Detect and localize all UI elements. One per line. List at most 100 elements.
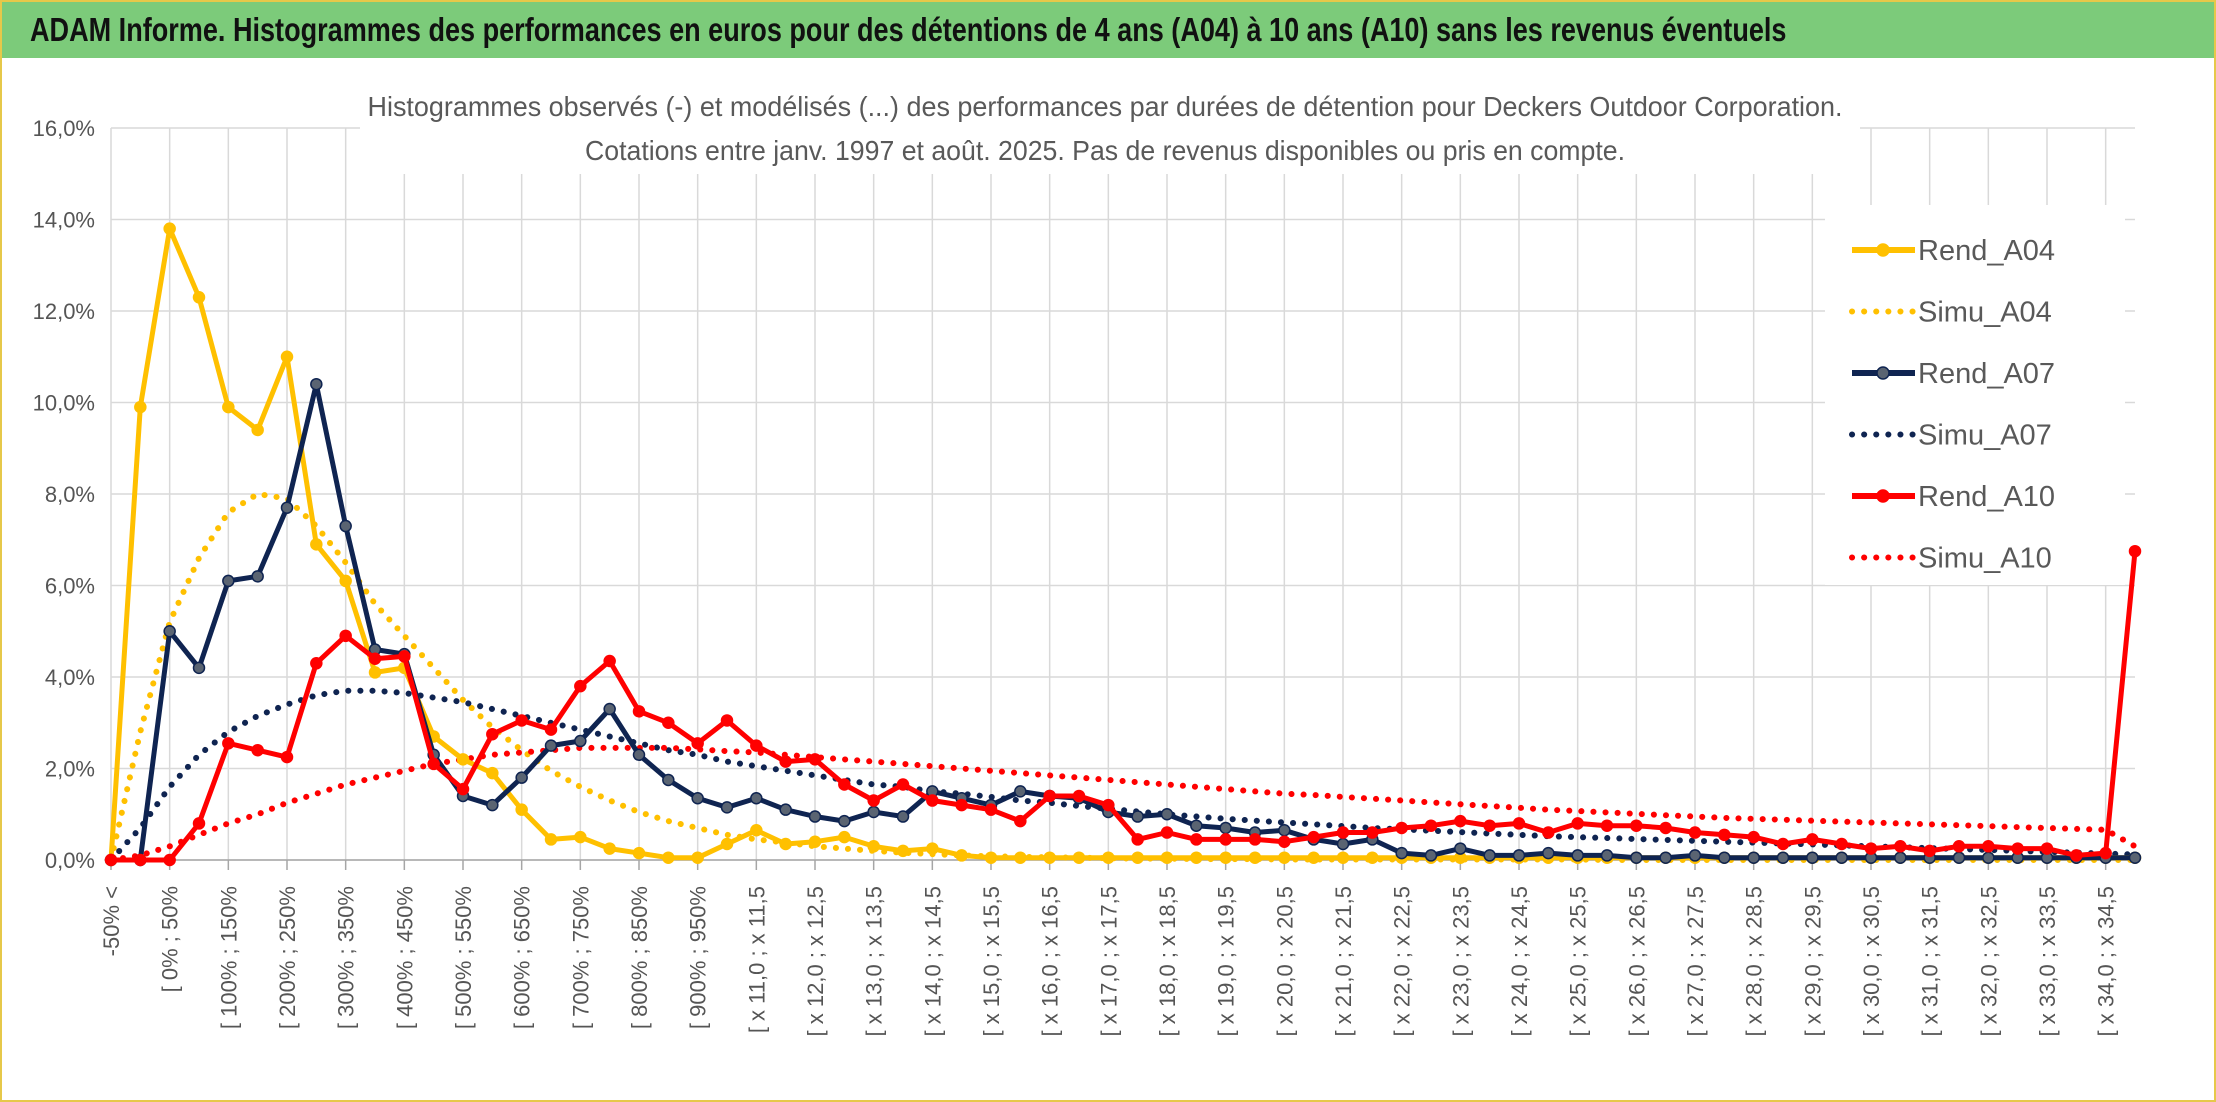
chart-series [104, 222, 2142, 867]
data-point-rend_a10 [486, 727, 499, 741]
legend-marker [1876, 243, 1890, 257]
data-point-rend_a04 [1366, 851, 1379, 864]
data-point-rend_a07 [720, 801, 734, 814]
x-tick-label: [ x 31,0 ; x 31,5 [1918, 886, 1943, 1036]
data-point-rend_a10 [1806, 833, 1819, 846]
data-point-rend_a04 [456, 753, 470, 766]
data-point-rend_a10 [1718, 828, 1731, 842]
data-point-rend_a10 [1659, 821, 1672, 835]
data-point-rend_a10 [691, 737, 704, 750]
data-point-rend_a10 [398, 650, 411, 663]
legend-marker [1876, 366, 1890, 380]
data-point-rend_a10 [750, 739, 763, 752]
data-point-rend_a10 [1512, 817, 1526, 830]
x-tick-label: [ x 23,0 ; x 23,5 [1448, 886, 1473, 1036]
title-background [360, 82, 1860, 174]
x-tick-label: [ x 29,0 ; x 29,5 [1800, 886, 1825, 1036]
data-point-rend_a04 [1248, 851, 1262, 864]
data-point-rend_a10 [720, 714, 734, 727]
data-point-rend_a10 [1454, 814, 1467, 828]
data-point-rend_a04 [1219, 851, 1232, 864]
x-tick-label: [ 900% ; 950% [686, 886, 711, 1029]
data-point-rend_a10 [2011, 842, 2024, 855]
x-tick-label: [ x 15,0 ; x 15,5 [979, 886, 1004, 1036]
x-tick-label: -50% < [99, 886, 124, 956]
data-point-rend_a04 [896, 844, 910, 858]
data-point-rend_a07 [1952, 851, 1966, 864]
x-tick-label: [ x 26,0 ; x 26,5 [1624, 886, 1649, 1036]
data-point-rend_a07 [1131, 810, 1144, 823]
data-point-rend_a04 [368, 666, 382, 679]
data-point-rend_a04 [955, 849, 968, 862]
data-point-rend_a07 [222, 574, 235, 588]
data-point-rend_a07 [1600, 849, 1614, 862]
data-point-rend_a04 [1102, 851, 1115, 864]
report-header: ADAM Informe. Histogrammes des performan… [2, 2, 2214, 58]
data-point-rend_a07 [1190, 819, 1203, 832]
data-point-rend_a10 [1894, 840, 1907, 853]
data-point-rend_a07 [339, 519, 352, 533]
data-point-rend_a04 [134, 400, 147, 414]
x-tick-label: [ x 28,0 ; x 28,5 [1742, 886, 1767, 1036]
x-tick-label: [ x 16,0 ; x 16,5 [1038, 886, 1063, 1036]
data-point-rend_a10 [2099, 846, 2112, 860]
x-tick-label: [ x 32,0 ; x 32,5 [1976, 886, 2001, 1036]
data-point-rend_a07 [1454, 842, 1467, 855]
x-tick-label: [ x 27,0 ; x 27,5 [1683, 886, 1708, 1036]
data-point-rend_a10 [574, 679, 587, 693]
data-point-rend_a10 [1747, 830, 1760, 844]
data-point-rend_a04 [838, 830, 851, 844]
data-point-rend_a10 [251, 743, 264, 757]
data-point-rend_a10 [1248, 833, 1262, 846]
chart-legend: Rend_A04 Simu_A04 Rend_A07 Simu_A07 Rend_A10… [1825, 205, 2125, 585]
series-line-simu_a04 [108, 491, 2138, 863]
y-tick-label: 12,0% [33, 299, 95, 324]
data-point-rend_a07 [1219, 821, 1232, 835]
legend-label-rend_a07: Rend_A07 [1918, 358, 2055, 390]
x-tick-label: [ 100% ; 150% [216, 886, 241, 1029]
y-tick-label: 4,0% [45, 665, 95, 690]
data-point-rend_a04 [808, 835, 822, 848]
data-point-rend_a04 [926, 842, 939, 855]
data-point-rend_a04 [984, 851, 998, 864]
data-point-rend_a07 [896, 810, 910, 823]
x-tick-label: [ x 19,0 ; x 19,5 [1214, 886, 1239, 1036]
data-point-rend_a07 [192, 661, 206, 675]
data-point-rend_a04 [1307, 851, 1320, 864]
data-point-rend_a07 [310, 377, 323, 391]
data-point-rend_a04 [163, 222, 176, 235]
data-point-rend_a04 [779, 837, 792, 851]
data-point-rend_a10 [1131, 833, 1144, 846]
x-tick-label: [ x 21,0 ; x 21,5 [1331, 886, 1356, 1036]
data-point-rend_a07 [1571, 849, 1584, 862]
data-point-rend_a10 [838, 778, 851, 791]
x-tick-label: [ x 33,0 ; x 33,5 [2035, 886, 2060, 1036]
data-point-rend_a10 [1835, 837, 1848, 851]
data-point-rend_a10 [2070, 849, 2083, 862]
data-point-rend_a10 [984, 803, 998, 816]
data-point-rend_a10 [222, 737, 235, 750]
data-point-rend_a07 [1160, 808, 1174, 821]
data-point-rend_a07 [603, 702, 616, 716]
data-point-rend_a10 [192, 817, 206, 830]
data-point-rend_a07 [1278, 824, 1291, 837]
data-point-rend_a10 [1160, 826, 1174, 839]
data-point-rend_a04 [339, 574, 352, 588]
legend-label-rend_a04: Rend_A04 [1918, 235, 2055, 267]
x-tick-label: [ x 20,0 ; x 20,5 [1272, 886, 1297, 1036]
series-line-simu_a07 [108, 687, 2138, 863]
data-point-rend_a07 [1835, 851, 1848, 864]
x-tick-label: [ x 24,0 ; x 24,5 [1507, 886, 1532, 1036]
data-point-rend_a10 [867, 794, 880, 807]
legend-label-simu_a04: Simu_A04 [1918, 297, 2052, 329]
data-point-rend_a10 [104, 853, 118, 867]
data-point-rend_a07 [867, 805, 880, 819]
data-point-rend_a10 [1542, 826, 1555, 839]
data-point-rend_a04 [1014, 851, 1027, 864]
data-point-rend_a07 [1336, 837, 1350, 851]
x-tick-label: [ x 14,0 ; x 14,5 [920, 886, 945, 1036]
data-point-rend_a10 [1014, 814, 1027, 828]
data-point-rend_a04 [750, 824, 763, 837]
data-point-rend_a07 [1542, 846, 1555, 860]
data-point-rend_a04 [251, 423, 264, 437]
